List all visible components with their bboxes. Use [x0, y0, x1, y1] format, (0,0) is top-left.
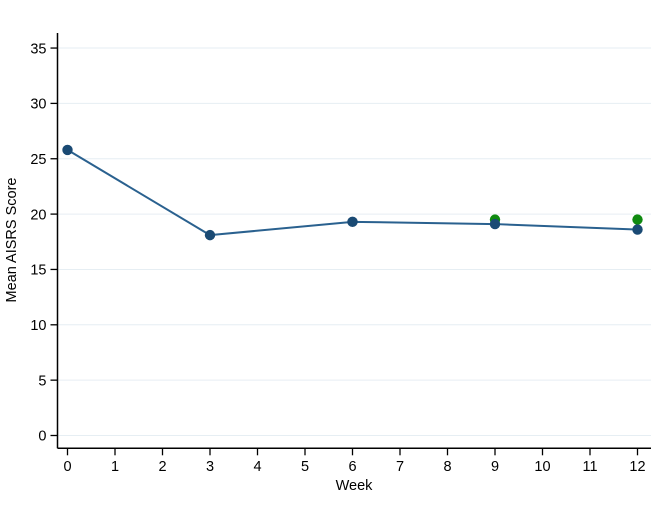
x-tick-label: 4 [253, 459, 261, 475]
x-tick-label: 12 [629, 459, 645, 475]
data-point-mean-aisrs-observed [62, 144, 73, 156]
x-tick-label: 3 [206, 459, 214, 475]
x-tick-label: 0 [63, 459, 71, 475]
x-tick-label: 8 [443, 459, 451, 475]
data-point-mean-aisrs-observed [347, 216, 358, 228]
y-tick-label: 30 [30, 97, 46, 113]
y-tick-label: 10 [30, 318, 46, 334]
y-axis-title: Mean AISRS Score [4, 178, 20, 303]
x-tick-label: 9 [491, 459, 499, 475]
x-axis-title: Week [336, 478, 374, 494]
x-tick-label: 6 [348, 459, 356, 475]
data-point-mean-aisrs-observed [204, 229, 216, 241]
x-tick-label: 1 [111, 459, 119, 475]
data-point-mean-aisrs-green-estimate [632, 214, 643, 225]
y-tick-label: 25 [30, 152, 46, 168]
y-tick-label: 35 [30, 41, 46, 57]
data-point-mean-aisrs-observed [632, 224, 643, 235]
x-tick-label: 5 [301, 459, 309, 475]
x-tick-label: 2 [158, 459, 166, 475]
grid-layer [58, 47, 651, 436]
series-layer [62, 144, 643, 241]
y-tick-label: 0 [38, 429, 46, 445]
y-tick-label: 5 [38, 373, 46, 389]
y-tick-label: 20 [30, 207, 46, 223]
label-layer: Week Mean AISRS Score [4, 178, 373, 494]
x-tick-label: 11 [582, 459, 597, 475]
y-tick-label: 15 [30, 263, 46, 279]
data-point-mean-aisrs-observed [489, 218, 501, 230]
x-tick-label: 7 [396, 459, 404, 475]
x-tick-label: 10 [534, 459, 550, 475]
